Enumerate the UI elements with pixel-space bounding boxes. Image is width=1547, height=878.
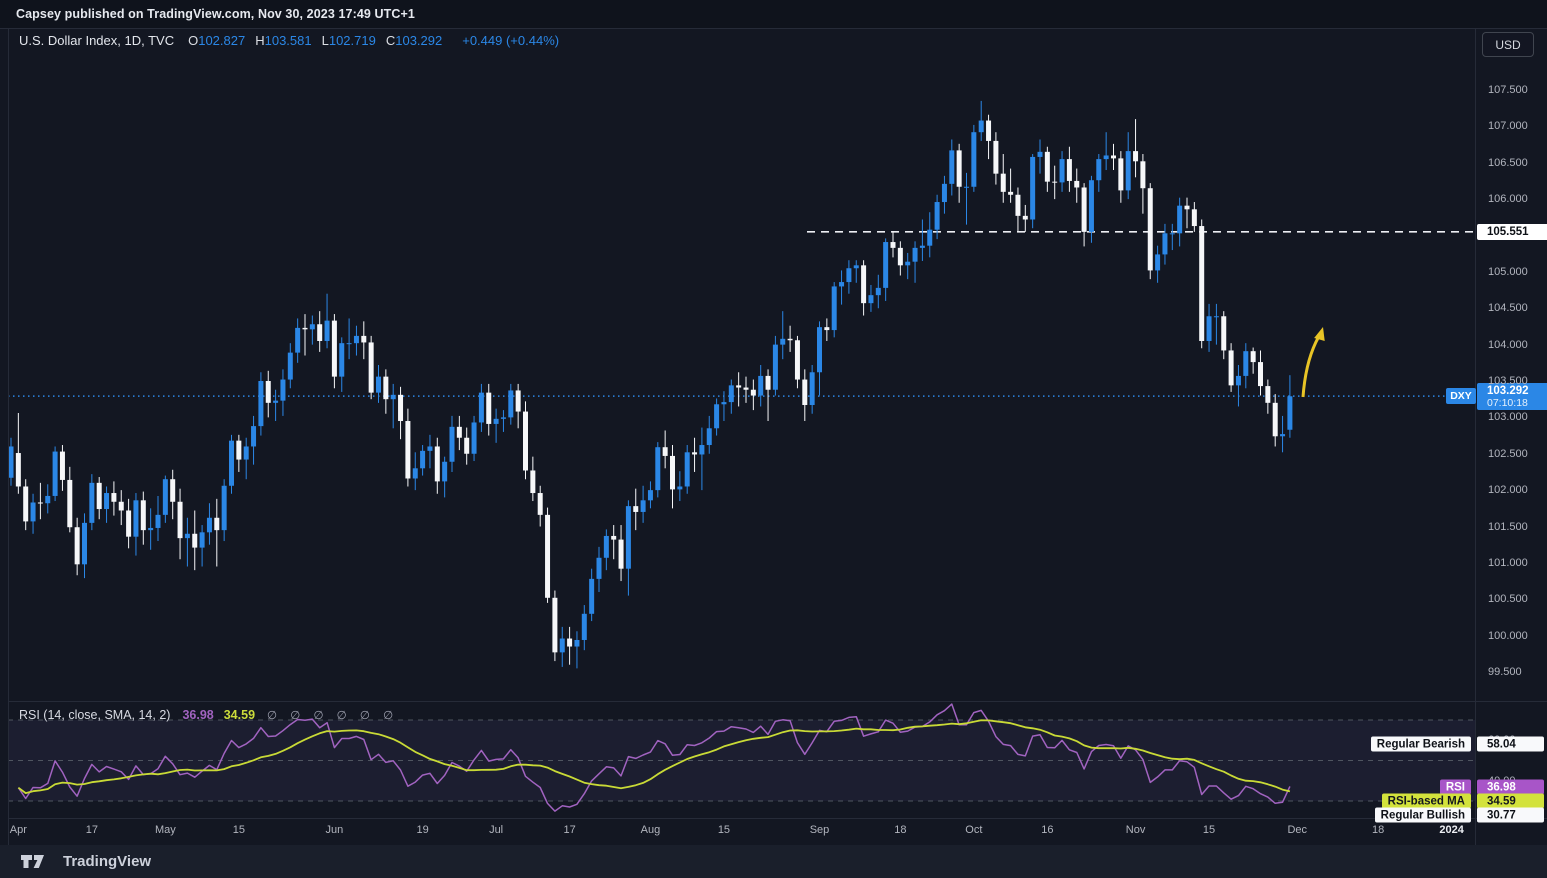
price-tick: 101.000 (1488, 556, 1528, 569)
tradingview-brand-link[interactable]: TradingView (20, 852, 151, 871)
time-tick: 16 (1041, 824, 1054, 836)
time-tick: Sep (809, 824, 830, 836)
published-text: Capsey published on TradingView.com, Nov… (16, 7, 415, 21)
rsi-label-value: 36.98 (1477, 779, 1544, 795)
time-scale[interactable] (8, 818, 1475, 845)
rsi-empty-values: ∅ ∅ ∅ ∅ ∅ ∅ (267, 710, 399, 722)
time-tick: Jun (325, 824, 344, 836)
symbol-legend: U.S. Dollar Index, 1D, TVC O102.827 H103.5… (19, 33, 559, 48)
price-tick: 107.000 (1488, 120, 1528, 133)
bullish-arrow-head (1314, 327, 1325, 342)
price-tick: 102.000 (1488, 484, 1528, 497)
ohlc-l: L102.719 (321, 33, 376, 48)
price-tick: 99.500 (1488, 666, 1522, 678)
time-tick: 17 (85, 824, 98, 836)
price-tick: 103.500 (1488, 375, 1528, 387)
price-tick: 100.500 (1488, 593, 1528, 606)
time-tick: 17 (563, 824, 576, 836)
time-tick: Jul (489, 824, 504, 836)
rsi-label-value: 58.04 (1477, 736, 1544, 752)
change-value: +0.449 (+0.44%) (462, 33, 560, 48)
rsi-label-value: 30.77 (1477, 807, 1544, 823)
price-tick: 102.500 (1488, 447, 1528, 460)
rsi-label-regular-bullish: Regular Bullish (1374, 807, 1471, 823)
currency-toggle-button[interactable]: USD (1482, 32, 1534, 57)
time-tick: 15 (232, 824, 245, 836)
price-tick: 103.000 (1488, 411, 1528, 424)
bar-countdown: 07:10:18 (1487, 396, 1528, 409)
rsi-label-rsi-based-ma: RSI-based MA (1381, 793, 1471, 809)
price-tick: 100.000 (1488, 629, 1528, 642)
price-tick: 105.000 (1488, 265, 1528, 278)
ohlc-h: H103.581 (255, 33, 312, 48)
rsi-legend-title[interactable]: RSI (14, close, SMA, 14, 2) (19, 708, 171, 722)
time-tick: Oct (965, 824, 983, 836)
time-tick: 2024 (1439, 824, 1464, 836)
time-tick: Apr (9, 824, 27, 836)
resistance-price-label: 105.551 (1477, 223, 1547, 240)
time-tick: Aug (640, 824, 661, 836)
last-price-label: 103.292 07:10:18 (1477, 383, 1547, 411)
footer: TradingView (0, 845, 1547, 878)
ohlc-values: O102.827 H103.581 L102.719 C103.292 (188, 33, 452, 48)
rsi-label-rsi: RSI (1439, 779, 1471, 795)
rsi-ma-value: 34.59 (223, 708, 256, 722)
time-tick: 15 (1202, 824, 1216, 836)
candles (8, 100, 1293, 669)
time-tick: 19 (416, 824, 429, 836)
price-tick: 106.500 (1488, 156, 1528, 169)
bullish-arrow (1301, 330, 1323, 398)
ohlc-c: C103.292 (385, 33, 443, 48)
time-tick: 18 (894, 824, 907, 836)
published-bar: Capsey published on TradingView.com, Nov… (0, 0, 1547, 28)
rsi-ma-line (17, 719, 1291, 794)
price-tick: 104.000 (1488, 338, 1528, 351)
price-tick: 101.500 (1488, 520, 1528, 533)
rsi-value: 36.98 (182, 708, 214, 722)
price-tick: 107.500 (1488, 84, 1528, 96)
ohlc-o: O102.827 (188, 33, 246, 48)
rsi-legend: RSI (14, close, SMA, 14, 2) 36.98 34.59 ∅ ∅… (19, 708, 398, 722)
symbol-tag: DXY (1446, 388, 1476, 405)
symbol-title[interactable]: U.S. Dollar Index, 1D, TVC (19, 33, 175, 48)
time-tick: 18 (1371, 824, 1385, 836)
price-tick: 106.000 (1488, 193, 1528, 206)
rsi-line (17, 703, 1291, 812)
tradingview-logo-icon (21, 855, 44, 868)
time-tick: 15 (717, 824, 731, 836)
time-tick: May (154, 824, 176, 836)
tradingview-brand-text: TradingView (63, 853, 152, 870)
last-price-value: 103.292 (1487, 384, 1529, 397)
price-tick: 104.500 (1488, 302, 1528, 315)
time-tick: Dec (1287, 824, 1308, 836)
rsi-label-value: 34.59 (1477, 793, 1544, 809)
rsi-label-regular-bearish: Regular Bearish (1370, 736, 1471, 752)
time-tick: Nov (1125, 824, 1146, 836)
